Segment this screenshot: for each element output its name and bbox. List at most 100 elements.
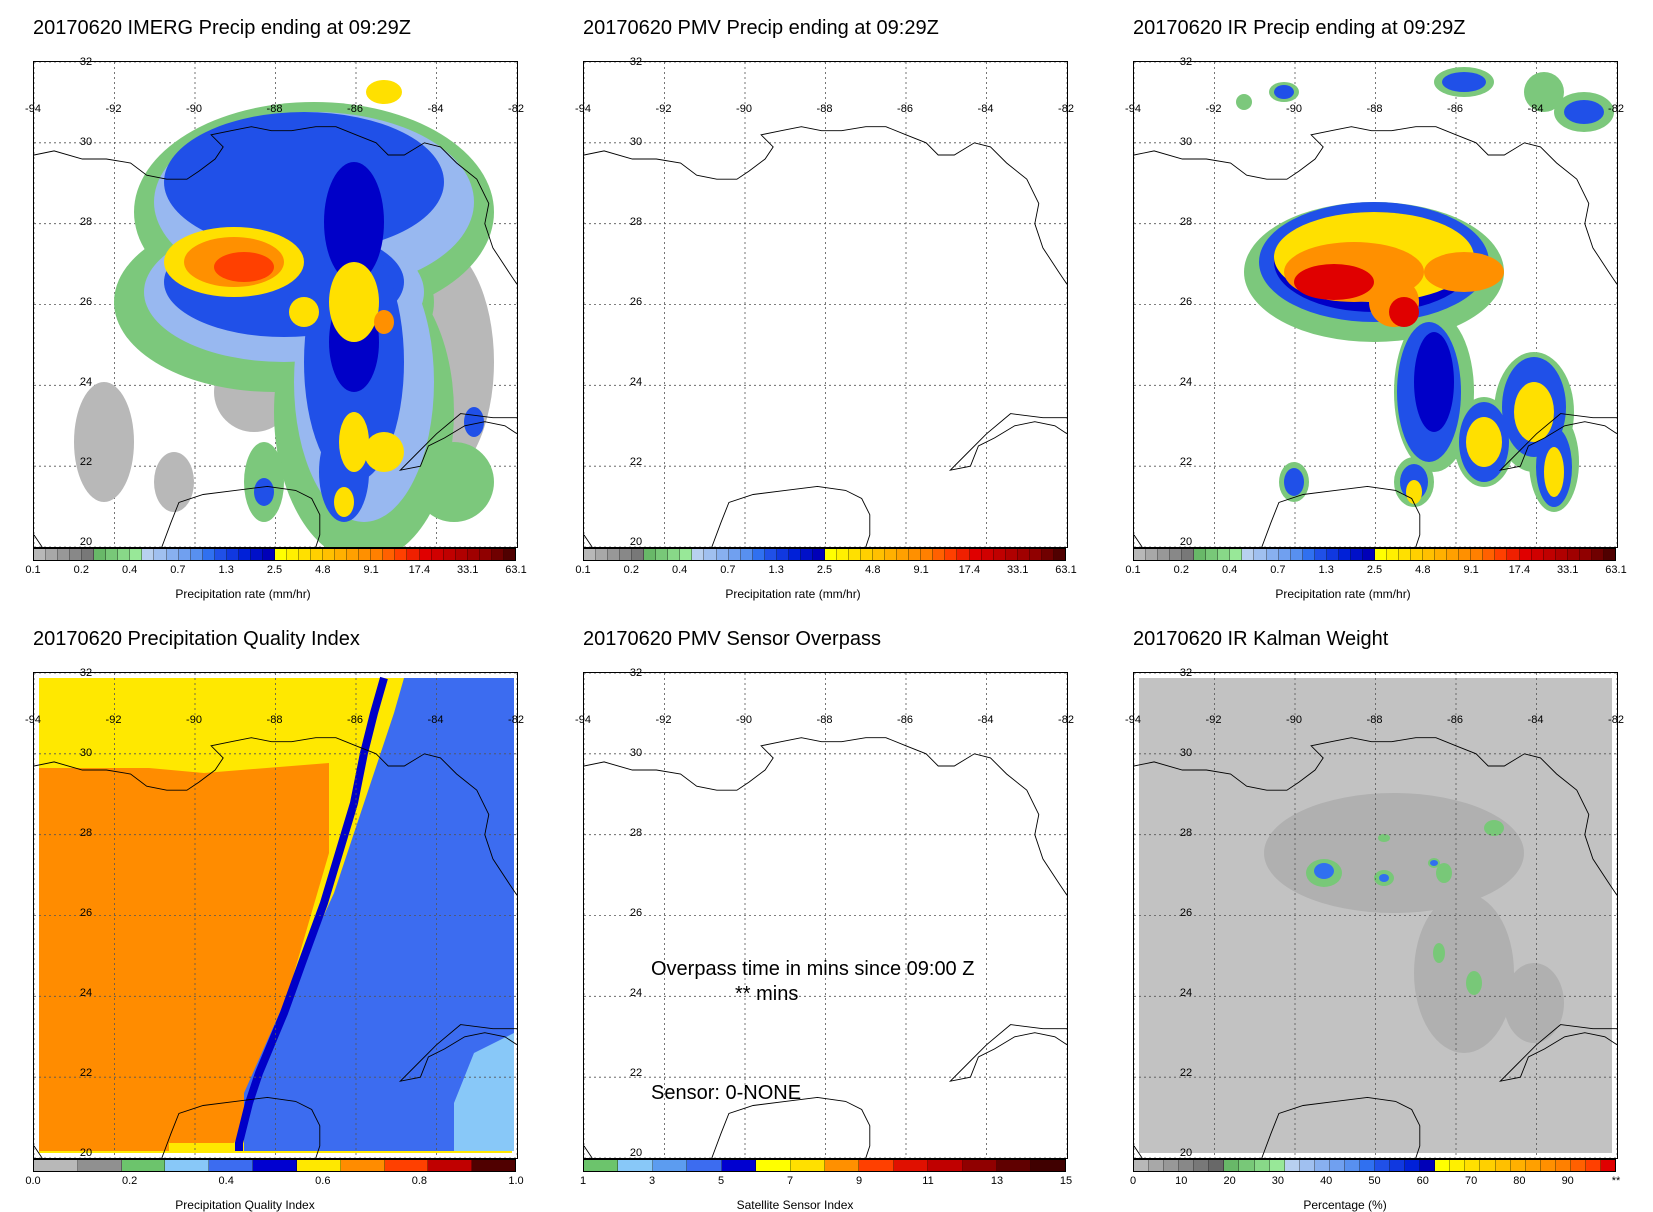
latitude-label: 26 [1179,907,1193,919]
colorbar-segment [1465,1160,1481,1171]
colorbar-segment [178,549,191,560]
latitude-label: 20 [79,1147,93,1159]
colorbar-tick-label: 63.1 [1605,564,1627,576]
colorbar-segment [790,1160,825,1171]
colorbar-segment [1567,549,1580,560]
colorbar-segment [969,549,982,560]
colorbar-tick-label: 0.7 [170,564,186,576]
colorbar-segment [58,549,71,560]
longitude-label: -90 [186,103,202,115]
colorbar-segment [1579,549,1592,560]
ir-precip-map [1133,61,1618,548]
colorbar-segment [584,1160,619,1171]
colorbar-segment [788,549,801,560]
colorbar-segment [82,549,95,560]
pmv-precip-map [583,61,1068,548]
latitude-label: 22 [1179,456,1193,468]
colorbar-segment [77,1160,122,1171]
graticule [584,62,1067,547]
colorbar-tick-label: 80 [1513,1175,1526,1187]
colorbar-segment [1290,549,1303,560]
latitude-label: 28 [1179,827,1193,839]
quality-index-map [33,672,518,1159]
latitude-label: 26 [629,907,643,919]
colorbar-segment [800,549,813,560]
colorbar-segment [238,549,251,560]
colorbar-segment [253,1160,297,1171]
colorbar-segment [993,549,1006,560]
colorbar-segment [873,549,886,560]
colorbar-segment [1179,1160,1195,1171]
colorbar-segment [885,549,898,560]
colorbar-tick-label: 0.1 [1125,564,1141,576]
colorbar-segment [190,549,203,560]
colorbar-segment [323,549,336,560]
colorbar-segment [1510,1160,1526,1171]
colorbar-segment [335,549,348,560]
longitude-label: -82 [508,103,524,115]
colorbar-segment [1570,1160,1586,1171]
colorbar-segment [299,549,312,560]
colorbar-segment [94,549,107,560]
colorbar-segment [1134,1160,1150,1171]
precip-colorbar-imerg [33,548,516,561]
colorbar-segment [359,549,372,560]
colorbar-tick-label: ** [1611,1175,1621,1187]
colorbar-segment [1266,549,1279,560]
colorbar-tick-label: 33.1 [456,564,479,576]
colorbar-tick-label: 4.8 [865,564,881,576]
coastline [1134,126,1617,547]
colorbar-segment [1471,549,1484,560]
colorbar-segment [395,549,408,560]
latitude-label: 30 [79,136,93,148]
latitude-label: 24 [79,987,93,999]
longitude-label: -82 [1608,714,1624,726]
latitude-label: 32 [1179,667,1193,679]
colorbar-segment [347,549,360,560]
colorbar-tick-label: 0.6 [315,1175,331,1187]
longitude-label: -84 [427,714,444,726]
longitude-label: -94 [1125,714,1141,726]
longitude-label: -94 [25,103,41,115]
latitude-label: 24 [79,376,93,388]
coastline [1134,737,1617,1158]
latitude-label: 20 [1179,536,1193,548]
colorbar-segment [1194,1160,1210,1171]
panel-title-pmv: 20170620 PMV Precip ending at 09:29Z [583,17,939,39]
colorbar-segment [1170,549,1183,560]
colorbar-segment [274,549,287,560]
colorbar-tick-label: 10 [1175,1175,1188,1187]
colorbar-segment [1591,549,1604,560]
colorbar-segment [202,549,215,560]
colorbar-segment [596,549,609,560]
latitude-label: 26 [629,296,643,308]
longitude-label: -86 [347,714,363,726]
colorbar-segment [652,1160,688,1171]
colorbar-segment [296,1160,341,1171]
colorbar-tick-label: 7 [786,1175,794,1187]
colorbar-segment [704,549,717,560]
colorbar-tick-label: 70 [1464,1175,1478,1187]
longitude-label: -86 [897,714,913,726]
latitude-label: 22 [79,456,93,468]
colorbar-tick-label: 9.1 [1463,564,1479,576]
longitude-label: -92 [105,714,122,726]
colorbar-tick-label: 3 [648,1175,656,1187]
colorbar-tick-label: 0.2 [73,564,89,576]
latitude-label: 30 [1179,747,1193,759]
longitude-label: -82 [1058,714,1074,726]
colorbar-segment [692,549,705,560]
colorbar-tick-label: 0 [1129,1175,1137,1187]
colorbar-segment [1375,1160,1391,1171]
colorbar-segment [1302,549,1315,560]
colorbar-segment [1254,549,1267,560]
panel-title-overpass: 20170620 PMV Sensor Overpass [583,628,881,650]
colorbar-segment [142,549,155,560]
colorbar-segment [1585,1160,1601,1171]
colorbar-segment [1269,1160,1285,1171]
colorbar-caption-ir: Precipitation rate (mm/hr) [1275,587,1411,601]
longitude-label: -92 [1205,103,1222,115]
map-canvas [34,62,517,547]
colorbar-tick-label: 1.3 [768,564,784,576]
colorbar-segment [1423,549,1436,560]
